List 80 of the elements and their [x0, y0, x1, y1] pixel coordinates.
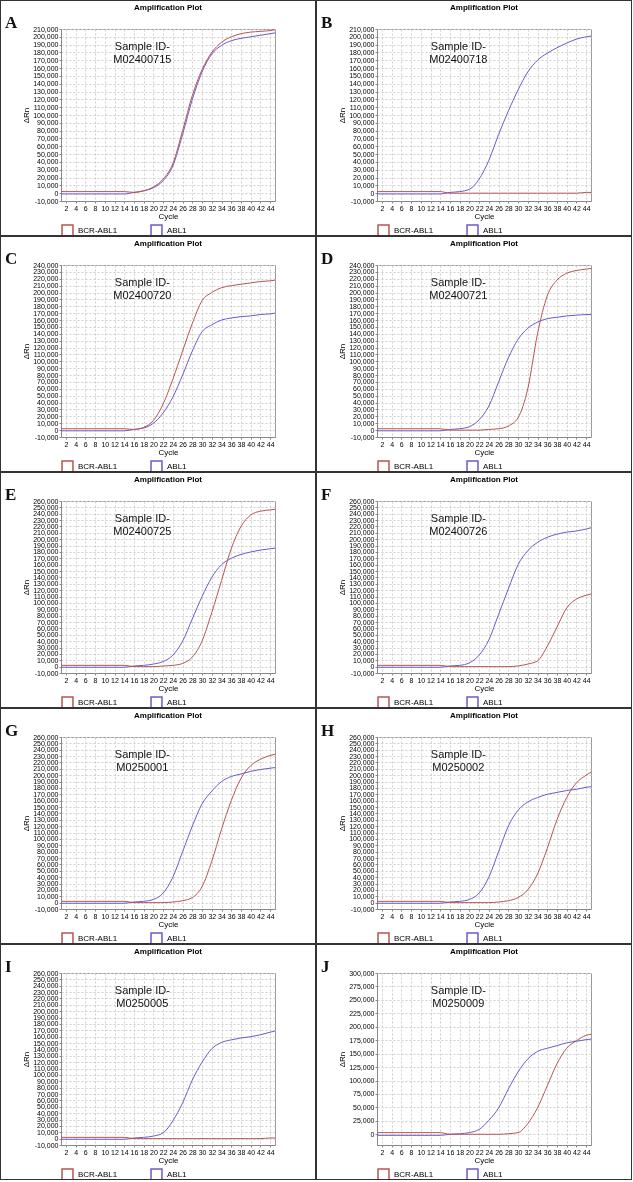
- legend-label: BCR-ABL1: [394, 933, 434, 943]
- legend-label: ABL1: [167, 697, 188, 707]
- chart-title: Amplification Plot: [134, 475, 203, 484]
- annotation: Sample ID- M02400726: [429, 512, 488, 537]
- legend-label: ABL1: [483, 697, 504, 707]
- chart-title: Amplification Plot: [450, 3, 519, 12]
- text: G: [5, 721, 19, 740]
- chart-title: Amplification Plot: [450, 711, 519, 720]
- x-axis-title: Cycle: [158, 447, 180, 457]
- annotation: Sample ID- M02400725: [113, 512, 172, 537]
- legend-label: ABL1: [167, 225, 188, 235]
- annotation: Sample ID- M02400720: [113, 276, 172, 301]
- text: F: [321, 485, 332, 504]
- annotation: Sample ID- M0250002: [430, 748, 487, 773]
- chart-title: Amplification Plot: [134, 239, 203, 248]
- x-axis-title: Cycle: [474, 211, 496, 221]
- chart-title: Amplification Plot: [134, 711, 203, 720]
- text: A: [5, 13, 18, 32]
- annotation: Sample ID- M02400721: [429, 276, 488, 301]
- y-axis-title: ΔRn: [338, 343, 348, 360]
- legend-label: BCR-ABL1: [394, 225, 434, 235]
- y-axis-title: ΔRn: [22, 343, 32, 360]
- chart-title: Amplification Plot: [134, 947, 203, 956]
- text: H: [321, 721, 335, 740]
- annotation: Sample ID- M0250001: [114, 748, 171, 773]
- annotation: Sample ID- M0250009: [430, 984, 487, 1009]
- legend-label: ABL1: [167, 461, 188, 471]
- line-series: [60, 1030, 276, 1140]
- y-axis-title: ΔRn: [338, 1051, 348, 1068]
- line-series: [60, 312, 276, 432]
- x-axis-title: Cycle: [158, 919, 180, 929]
- x-axis-title: Cycle: [474, 919, 496, 929]
- x-axis-title: Cycle: [158, 211, 180, 221]
- line-series: [376, 35, 592, 195]
- line-series: [60, 547, 276, 668]
- text: B: [321, 13, 333, 32]
- x-axis-title: Cycle: [474, 683, 496, 693]
- legend-label: BCR-ABL1: [78, 933, 118, 943]
- y-axis-title: ΔRn: [338, 579, 348, 596]
- line-series: [376, 267, 592, 431]
- x-axis-title: Cycle: [158, 1155, 180, 1165]
- chart-title: Amplification Plot: [134, 3, 203, 12]
- chart-title: Amplification Plot: [450, 947, 519, 956]
- annotation: Sample ID- M02400715: [113, 40, 172, 65]
- chart-title: Amplification Plot: [450, 239, 519, 248]
- y-axis-title: ΔRn: [22, 815, 32, 832]
- legend-label: ABL1: [167, 933, 188, 943]
- y-axis-title: ΔRn: [338, 107, 348, 124]
- y-axis-title: ΔRn: [22, 1051, 32, 1068]
- legend-label: BCR-ABL1: [78, 1169, 118, 1179]
- legend-label: ABL1: [167, 1169, 188, 1179]
- text: E: [5, 485, 17, 504]
- line-series: [376, 314, 592, 432]
- y-axis-title: ΔRn: [22, 579, 32, 596]
- x-axis-title: Cycle: [474, 1155, 496, 1165]
- x-axis-title: Cycle: [158, 683, 180, 693]
- legend-label: ABL1: [483, 933, 504, 943]
- text: J: [321, 957, 330, 976]
- legend-label: BCR-ABL1: [78, 461, 118, 471]
- y-axis-title: ΔRn: [338, 815, 348, 832]
- legend-label: BCR-ABL1: [394, 697, 434, 707]
- legend-label: ABL1: [483, 461, 504, 471]
- legend-label: BCR-ABL1: [78, 697, 118, 707]
- line-series: [60, 508, 276, 668]
- line-series: [376, 593, 592, 668]
- legend-label: BCR-ABL1: [394, 461, 434, 471]
- chart-title: Amplification Plot: [450, 475, 519, 484]
- annotation: Sample ID- M02400718: [429, 40, 488, 65]
- text: D: [321, 249, 334, 268]
- legend-label: BCR-ABL1: [78, 225, 118, 235]
- legend-label: ABL1: [483, 1169, 504, 1179]
- x-axis-title: Cycle: [474, 447, 496, 457]
- line-series: [60, 279, 276, 430]
- legend-label: ABL1: [483, 225, 504, 235]
- text: C: [5, 249, 18, 268]
- annotation: Sample ID- M0250005: [114, 984, 171, 1009]
- legend-label: BCR-ABL1: [394, 1169, 434, 1179]
- line-series: [376, 527, 592, 668]
- text: I: [5, 957, 12, 976]
- y-axis-title: ΔRn: [22, 107, 32, 124]
